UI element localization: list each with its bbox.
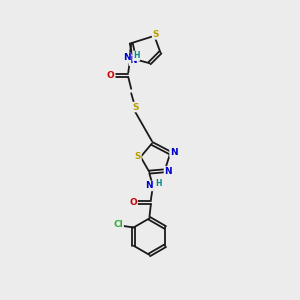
Text: S: S (153, 30, 159, 39)
Text: N: N (170, 148, 178, 157)
Text: Cl: Cl (113, 220, 123, 229)
Text: H: H (155, 179, 161, 188)
Text: N: N (130, 56, 137, 65)
Text: S: S (134, 152, 141, 161)
Text: O: O (129, 198, 137, 207)
Text: H: H (133, 51, 140, 60)
Text: N: N (123, 53, 130, 62)
Text: S: S (132, 103, 139, 112)
Text: N: N (164, 167, 172, 176)
Text: O: O (107, 71, 115, 80)
Text: N: N (145, 182, 153, 190)
